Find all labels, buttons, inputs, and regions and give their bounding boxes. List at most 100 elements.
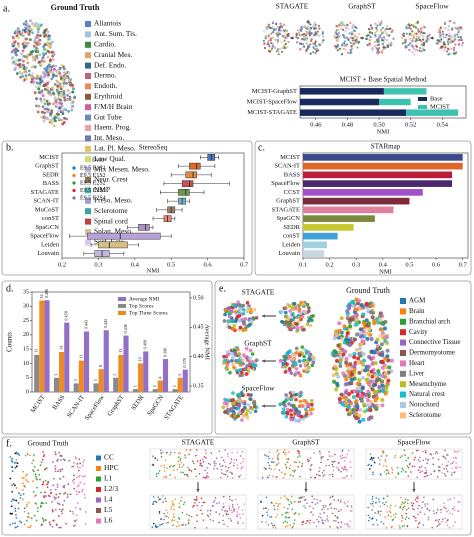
spot [55, 104, 59, 107]
spot [459, 26, 463, 29]
spot [457, 39, 460, 42]
spot [170, 505, 173, 508]
spot [374, 512, 376, 514]
spot [182, 464, 185, 466]
spot [226, 360, 231, 364]
spot [304, 507, 307, 509]
spot [318, 27, 321, 30]
spot [389, 27, 392, 30]
spot [293, 519, 296, 521]
spot [446, 464, 449, 466]
spot [72, 87, 75, 91]
data-label: 3 [73, 379, 78, 381]
spot [309, 43, 312, 46]
spot [52, 484, 55, 487]
spot [446, 454, 448, 456]
spot [261, 514, 264, 517]
spot [247, 362, 252, 367]
spot [232, 414, 237, 418]
spot [336, 526, 338, 528]
spot [42, 84, 46, 88]
spot [240, 400, 245, 405]
spot [412, 34, 415, 37]
legend-swatch [85, 197, 91, 204]
spot [232, 365, 236, 370]
spot [14, 507, 17, 510]
spot [419, 460, 421, 463]
spot [172, 524, 174, 526]
legend-swatch [400, 339, 406, 346]
spot [277, 53, 280, 56]
spot [12, 483, 15, 485]
bar [303, 206, 394, 214]
spot [409, 42, 413, 45]
spot [167, 521, 169, 524]
bar [98, 369, 104, 392]
spot [344, 357, 349, 362]
spot [20, 72, 24, 76]
spot [270, 42, 273, 45]
spot [14, 452, 17, 455]
spot [401, 508, 404, 511]
box [185, 171, 197, 179]
spot [14, 466, 17, 469]
bar [53, 377, 60, 392]
spot [25, 55, 29, 59]
spot [435, 519, 438, 521]
spot [229, 509, 231, 511]
spot [283, 370, 288, 374]
spot [376, 39, 379, 42]
spot [237, 318, 242, 323]
spot [337, 396, 342, 401]
spot [50, 40, 54, 44]
spot [161, 495, 164, 497]
spot [290, 351, 295, 356]
x-tick-label: 0.1 [299, 261, 307, 268]
spot [425, 451, 427, 454]
spot [351, 24, 354, 27]
spot [9, 523, 12, 526]
spot [453, 497, 455, 499]
spot [158, 510, 161, 513]
spot [406, 525, 409, 528]
legend-label: Cranial Mes. [94, 50, 132, 59]
spot [419, 29, 422, 32]
spot [27, 32, 31, 36]
spot [319, 467, 321, 469]
spot [356, 36, 359, 39]
spot [425, 469, 428, 472]
spot [356, 360, 361, 365]
spot [345, 36, 348, 39]
spot [237, 474, 240, 477]
spot [395, 476, 397, 478]
spot [309, 26, 313, 30]
spot [448, 52, 451, 55]
spot [58, 492, 61, 495]
spot [386, 39, 389, 42]
spot [37, 469, 39, 472]
spot [55, 79, 59, 83]
spot [157, 496, 159, 499]
spot [65, 522, 68, 525]
spot [305, 302, 310, 307]
spot [15, 53, 18, 57]
spot [223, 308, 228, 312]
spot [19, 494, 22, 497]
spot [249, 319, 254, 323]
spot [252, 399, 257, 404]
spot [429, 453, 431, 455]
legend-label: Int. Meso. [94, 133, 124, 142]
spot [52, 124, 56, 128]
spot [322, 39, 325, 42]
spot [229, 471, 231, 473]
spot [249, 365, 254, 369]
spot [40, 491, 42, 494]
spot [156, 459, 159, 461]
spot [347, 27, 350, 31]
spot [450, 474, 453, 476]
data-label: 0.458 [64, 311, 69, 320]
spot [309, 519, 312, 522]
spot [460, 44, 464, 47]
spot [224, 473, 227, 476]
spot [304, 37, 308, 40]
